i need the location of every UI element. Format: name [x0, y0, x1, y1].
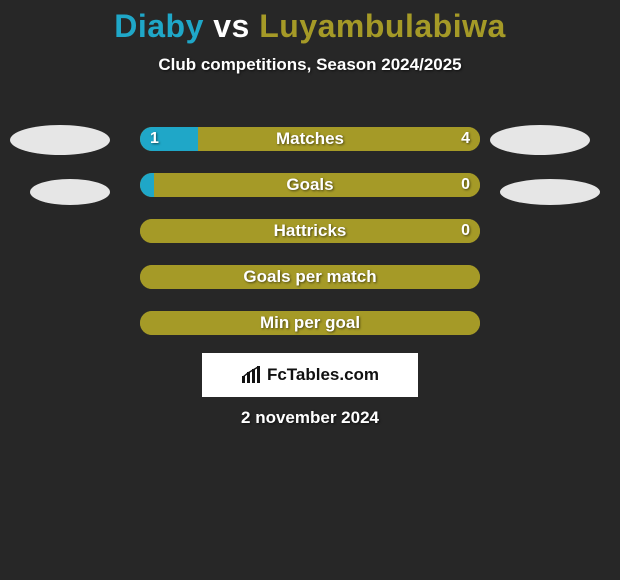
logo-text: FcTables.com	[267, 365, 379, 385]
bar-fill-right	[198, 127, 480, 151]
fctables-logo[interactable]: FcTables.com	[202, 353, 418, 397]
comparison-chart: Matches14Goals0Hattricks0Goals per match…	[0, 105, 620, 335]
bar-fill-right	[140, 219, 480, 243]
player1-name: Diaby	[114, 8, 204, 44]
bar-fill-right	[140, 265, 480, 289]
bar-fill-left	[140, 127, 198, 151]
player-badge-2	[30, 179, 110, 205]
player-badge-3	[500, 179, 600, 205]
vs-text: vs	[213, 8, 250, 44]
bar-chart-icon	[241, 366, 263, 384]
logo-inner: FcTables.com	[241, 365, 379, 385]
stat-bar-goals-per-match: Goals per match	[140, 265, 480, 289]
stat-bar-min-per-goal: Min per goal	[140, 311, 480, 335]
stat-bar-matches: Matches14	[140, 127, 480, 151]
bar-value-right: 0	[461, 219, 470, 243]
snapshot-date: 2 november 2024	[0, 408, 620, 428]
player-badge-0	[10, 125, 110, 155]
player2-name: Luyambulabiwa	[259, 8, 506, 44]
stat-bar-goals: Goals0	[140, 173, 480, 197]
bar-fill-right	[154, 173, 480, 197]
bar-value-left: 1	[150, 127, 159, 151]
bar-value-right: 4	[461, 127, 470, 151]
bar-fill-left	[140, 173, 154, 197]
bar-value-right: 0	[461, 173, 470, 197]
subtitle: Club competitions, Season 2024/2025	[0, 55, 620, 75]
player-badge-1	[490, 125, 590, 155]
stat-bar-hattricks: Hattricks0	[140, 219, 480, 243]
comparison-title: Diaby vs Luyambulabiwa	[0, 0, 620, 45]
bar-fill-right	[140, 311, 480, 335]
